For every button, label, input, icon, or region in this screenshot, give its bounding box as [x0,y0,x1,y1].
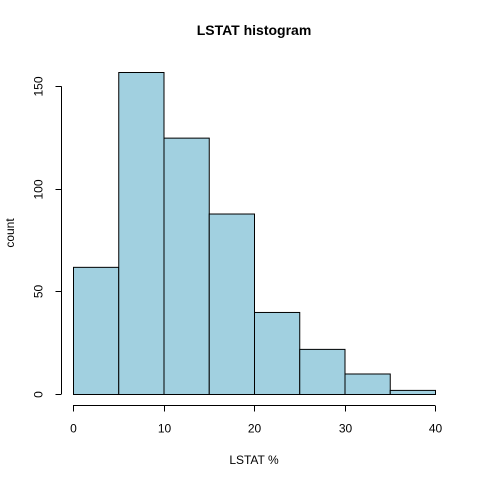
y-axis-label: count [3,218,17,248]
y-tick-label-2: 100 [32,179,46,199]
x-tick-label-2: 20 [248,422,262,436]
x-tick-label-0: 0 [70,422,77,436]
bars-group [73,72,436,396]
histogram-bar-2 [163,137,210,395]
histogram-bar-7 [389,389,436,396]
histogram-bar-1 [118,72,165,395]
histogram-bar-5 [299,348,346,395]
y-tick-label-3: 150 [32,76,46,96]
y-axis: 0 50 100 150 [32,76,62,398]
histogram-bar-3 [208,213,255,395]
histogram-bar-0 [73,266,120,395]
x-tick-label-3: 30 [339,422,353,436]
x-axis: 0 10 20 30 40 [70,405,443,436]
x-tick-label-4: 40 [429,422,443,436]
y-tick-label-0: 0 [32,391,46,398]
chart-title: LSTAT histogram [197,22,312,38]
x-tick-label-1: 10 [158,422,172,436]
histogram-bar-4 [254,311,301,396]
y-tick-label-1: 50 [32,285,46,299]
x-axis-label: LSTAT % [229,453,279,467]
histogram-bar-6 [344,373,391,396]
